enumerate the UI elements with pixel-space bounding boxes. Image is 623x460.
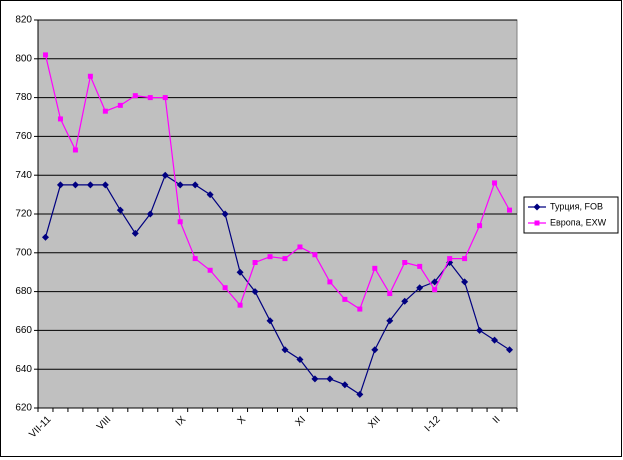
marker [534,220,540,226]
marker [461,278,469,286]
marker [507,207,513,213]
marker [492,180,498,186]
x-tick-label: II [491,414,503,426]
marker [296,356,304,363]
marker [206,191,214,199]
marker [132,93,138,99]
marker [191,181,199,189]
marker [101,181,109,189]
marker [56,181,64,189]
marker [176,181,184,189]
marker [192,256,198,262]
marker [266,317,274,325]
legend-label: Европа, EXW [550,217,607,227]
marker [282,256,288,262]
marker [221,210,229,218]
marker [416,284,424,292]
marker [491,336,499,344]
y-tick-label: 780 [15,92,32,103]
marker [357,306,363,312]
marker [161,171,169,179]
marker [432,287,438,293]
marker [417,263,423,269]
marker [386,317,394,325]
marker [251,288,259,296]
legend-box [523,196,619,234]
marker [147,95,153,101]
y-tick-label: 680 [15,286,32,297]
marker [372,265,378,271]
y-tick-label: 720 [15,209,32,220]
marker [447,256,453,262]
marker [41,233,49,241]
y-tick-label: 740 [15,170,32,181]
marker [71,181,79,189]
marker [356,390,364,398]
marker [252,260,258,265]
marker [312,252,318,258]
marker [371,346,379,354]
y-tick-label: 640 [15,364,32,375]
marker [237,302,243,308]
marker [533,203,541,211]
marker [72,147,78,153]
y-tick-label: 760 [15,131,32,142]
marker [342,296,348,302]
marker [42,52,48,58]
y-tick-label: 800 [15,53,32,64]
marker [326,375,334,383]
y-tick-label: 660 [15,325,32,336]
marker [146,210,154,218]
y-tick-label: 620 [15,403,32,414]
marker [267,254,273,260]
marker [477,223,483,229]
marker [57,116,63,122]
marker [177,219,183,225]
marker [117,102,123,108]
marker [402,260,408,265]
marker [311,375,319,383]
marker [297,244,303,250]
marker [87,73,93,79]
legend-label: Турция, FOB [550,201,603,211]
marker [222,285,228,291]
marker [116,206,124,214]
y-tick-label: 820 [15,15,32,26]
marker [462,256,468,262]
marker [131,229,139,237]
marker [162,95,168,101]
marker [327,279,333,285]
marker [207,267,213,273]
marker [341,381,349,389]
marker [281,346,289,354]
marker [86,181,94,189]
marker [236,268,244,276]
marker [387,291,393,297]
marker [506,346,514,354]
marker [476,326,484,334]
marker [431,278,439,286]
marker [102,108,108,114]
marker [401,297,409,305]
y-tick-label: 700 [15,247,32,258]
